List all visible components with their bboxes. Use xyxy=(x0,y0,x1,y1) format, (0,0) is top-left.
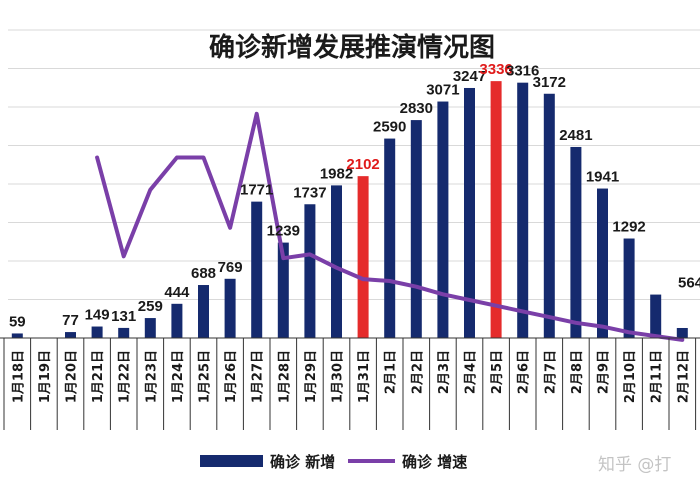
data-label: 1737 xyxy=(293,184,326,201)
data-label: 2102 xyxy=(346,156,379,173)
bar xyxy=(570,146,582,338)
x-tick-label: 1月20日 xyxy=(65,350,80,403)
bar xyxy=(384,138,396,338)
data-label: 2481 xyxy=(559,127,592,144)
x-tick-label: 2月3日 xyxy=(437,350,452,394)
legend-bar-label: 确诊 新增 xyxy=(270,453,335,471)
bar xyxy=(490,81,502,339)
bar xyxy=(91,326,103,338)
bar xyxy=(224,278,236,338)
data-label: 3247 xyxy=(453,68,486,85)
bar xyxy=(277,242,289,338)
data-label: 1239 xyxy=(267,223,300,240)
bar xyxy=(437,101,449,339)
x-tick-label: 2月9日 xyxy=(597,350,612,394)
bar xyxy=(331,185,342,338)
data-label: 3071 xyxy=(426,82,459,99)
x-tick-label: 1月22日 xyxy=(118,350,133,403)
bar xyxy=(410,120,422,338)
x-tick-label: 1月29日 xyxy=(304,350,319,403)
data-label: 688 xyxy=(191,265,216,282)
data-label: 1771 xyxy=(240,182,273,199)
data-label: 149 xyxy=(85,307,110,324)
data-label: 1982 xyxy=(320,165,353,182)
x-tick-label: 2月11日 xyxy=(650,350,665,403)
grid-lines xyxy=(8,29,700,300)
bar xyxy=(676,327,688,338)
x-tick-label: 2月10日 xyxy=(623,350,638,403)
bar xyxy=(144,318,156,338)
bar xyxy=(517,82,529,338)
bar xyxy=(11,333,23,338)
bar xyxy=(623,238,635,338)
data-label: 769 xyxy=(218,259,243,276)
bar xyxy=(251,201,263,338)
data-label: 1941 xyxy=(586,169,619,186)
data-label: 59 xyxy=(9,313,26,330)
data-label: 3172 xyxy=(533,74,566,91)
bar xyxy=(118,327,130,338)
x-tick-label: 2月5日 xyxy=(490,350,505,394)
data-label: 3316 xyxy=(506,63,539,80)
data-label: 131 xyxy=(111,308,136,325)
bar xyxy=(543,93,555,338)
data-label: 444 xyxy=(164,284,190,301)
x-tick-label: 1月24日 xyxy=(171,350,186,403)
growth-line xyxy=(95,111,685,342)
x-tick-label: 1月31日 xyxy=(357,350,372,403)
x-tick-label: 1月23日 xyxy=(144,350,159,403)
data-label: 259 xyxy=(138,298,163,315)
x-tick-label: 2月2日 xyxy=(410,350,425,394)
data-label: 77 xyxy=(62,312,79,329)
data-label: 564 xyxy=(678,275,700,292)
x-tick-label: 2月12日 xyxy=(676,350,691,403)
x-tick-label: 2月8日 xyxy=(570,350,585,394)
bar xyxy=(304,204,316,338)
bar xyxy=(65,332,76,338)
data-label: 2590 xyxy=(373,119,406,136)
x-tick-label: 1月25日 xyxy=(198,350,213,403)
legend-line-label: 确诊 增速 xyxy=(402,453,467,471)
x-tick-label: 2月6日 xyxy=(517,350,532,394)
chart-title: 确诊新增发展推演情况图 xyxy=(209,32,495,63)
legend-bar-swatch xyxy=(200,455,263,467)
x-tick-label: 1月19日 xyxy=(38,350,53,403)
x-tick-label: 1月26日 xyxy=(224,350,239,403)
bar xyxy=(650,294,662,338)
data-label: 3336 xyxy=(479,61,512,78)
x-tick-label: 2月7日 xyxy=(543,350,558,394)
data-label: 2830 xyxy=(400,100,433,117)
x-tick-label: 1月18日 xyxy=(11,350,26,403)
bar xyxy=(464,87,475,338)
x-tick-label: 1月30日 xyxy=(331,350,346,403)
bar xyxy=(198,285,209,338)
bar-series xyxy=(11,81,688,339)
x-tick-label: 1月21日 xyxy=(91,350,106,403)
growth-line-series xyxy=(95,111,685,342)
bar xyxy=(597,188,608,338)
x-tick-label: 1月27日 xyxy=(251,350,266,403)
x-axis: 1月18日 1月19日 1月20日 1月21日 1月22日 1月23日 1月24日 1月25日… xyxy=(0,337,700,430)
bar xyxy=(171,303,183,338)
data-label: 1292 xyxy=(612,219,645,236)
watermark-text: 知乎 @打 xyxy=(598,455,671,475)
legend: 确诊 新增 确诊 增速 xyxy=(200,453,467,471)
x-tick-label: 2月4日 xyxy=(464,350,479,394)
x-tick-label: 1月28日 xyxy=(277,350,292,403)
x-tick-label: 2月1日 xyxy=(384,350,399,394)
bar xyxy=(357,176,369,338)
